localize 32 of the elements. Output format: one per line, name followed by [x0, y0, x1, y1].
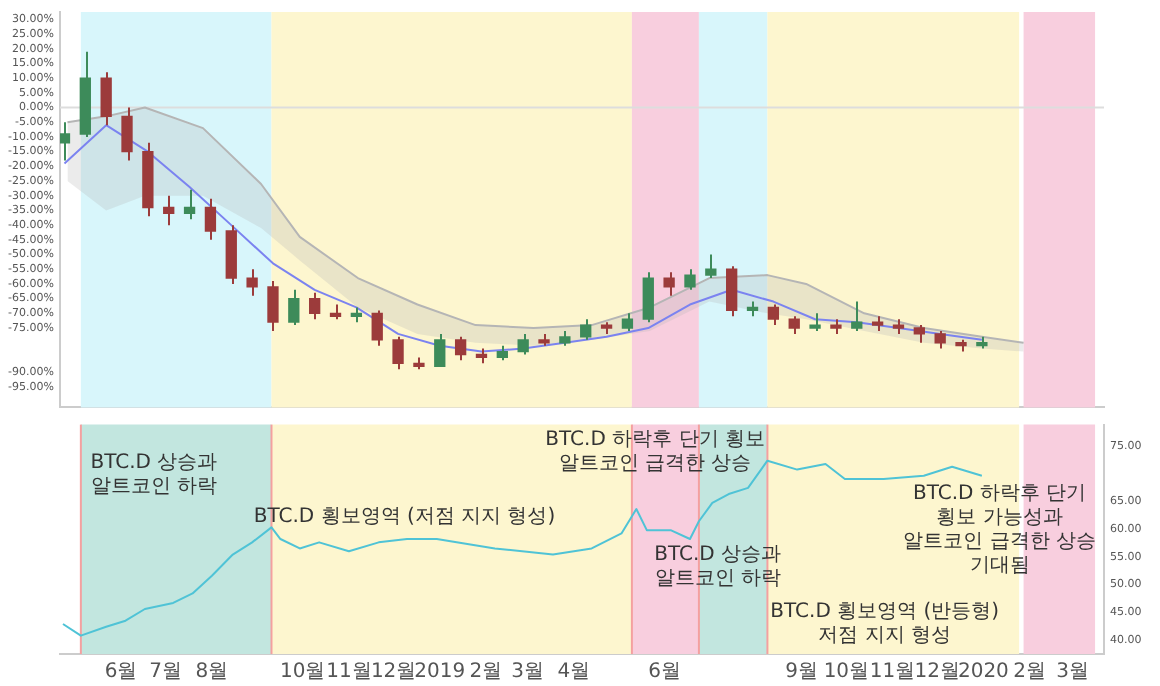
x-tick-label: 6월 — [648, 661, 682, 684]
candlestick — [246, 268, 258, 297]
candlestick — [892, 318, 905, 335]
candlestick — [830, 318, 842, 335]
x-tick-label: 2월 — [469, 661, 503, 684]
x-tick-label: 4월 — [557, 661, 591, 684]
x-tick-label: 12월 — [370, 661, 417, 684]
x-tick-label: 8월 — [195, 661, 229, 684]
x-tick-label: 7월 — [149, 661, 183, 684]
annotation: BTC.D 하락후 단기 횡보 알트코인 급격한 상승 — [545, 429, 765, 476]
x-tick-label: 3월 — [1056, 661, 1090, 684]
candlestick — [684, 268, 696, 291]
x-tick-label: 3월 — [511, 661, 545, 684]
annotation: BTC.D 횡보영역 (반등형) 저점 지지 형성 — [770, 601, 1000, 648]
candlestick — [809, 312, 821, 332]
x-tick-label: 10월 — [823, 661, 870, 684]
x-tick-label: 2019 — [414, 661, 466, 684]
annotation: BTC.D 하락후 단기 횡보 가능성과 알트코인 급격한 상승 기대됨 — [903, 483, 1096, 578]
x-tick-label: 12월 — [914, 661, 960, 684]
annotation: BTC.D 상승과 알트코인 하락 — [654, 544, 782, 591]
x-tick-label: 2월 — [1013, 661, 1046, 684]
x-tick-label: 11월 — [869, 661, 916, 684]
x-tick-label: 6월 — [104, 661, 138, 684]
candlestick — [600, 321, 613, 335]
x-tick-label: 2020 — [957, 661, 1009, 684]
x-tick-label: 11월 — [326, 661, 372, 684]
candlestick — [871, 315, 884, 332]
candlestick — [663, 271, 675, 297]
annotation: BTC.D 횡보영역 (저점 지지 형성) — [253, 505, 556, 528]
x-tick-label: 10월 — [280, 661, 326, 684]
x-tick-label: 9월 — [785, 661, 819, 684]
annotation: BTC.D 상승과 알트코인 하락 — [90, 452, 218, 499]
